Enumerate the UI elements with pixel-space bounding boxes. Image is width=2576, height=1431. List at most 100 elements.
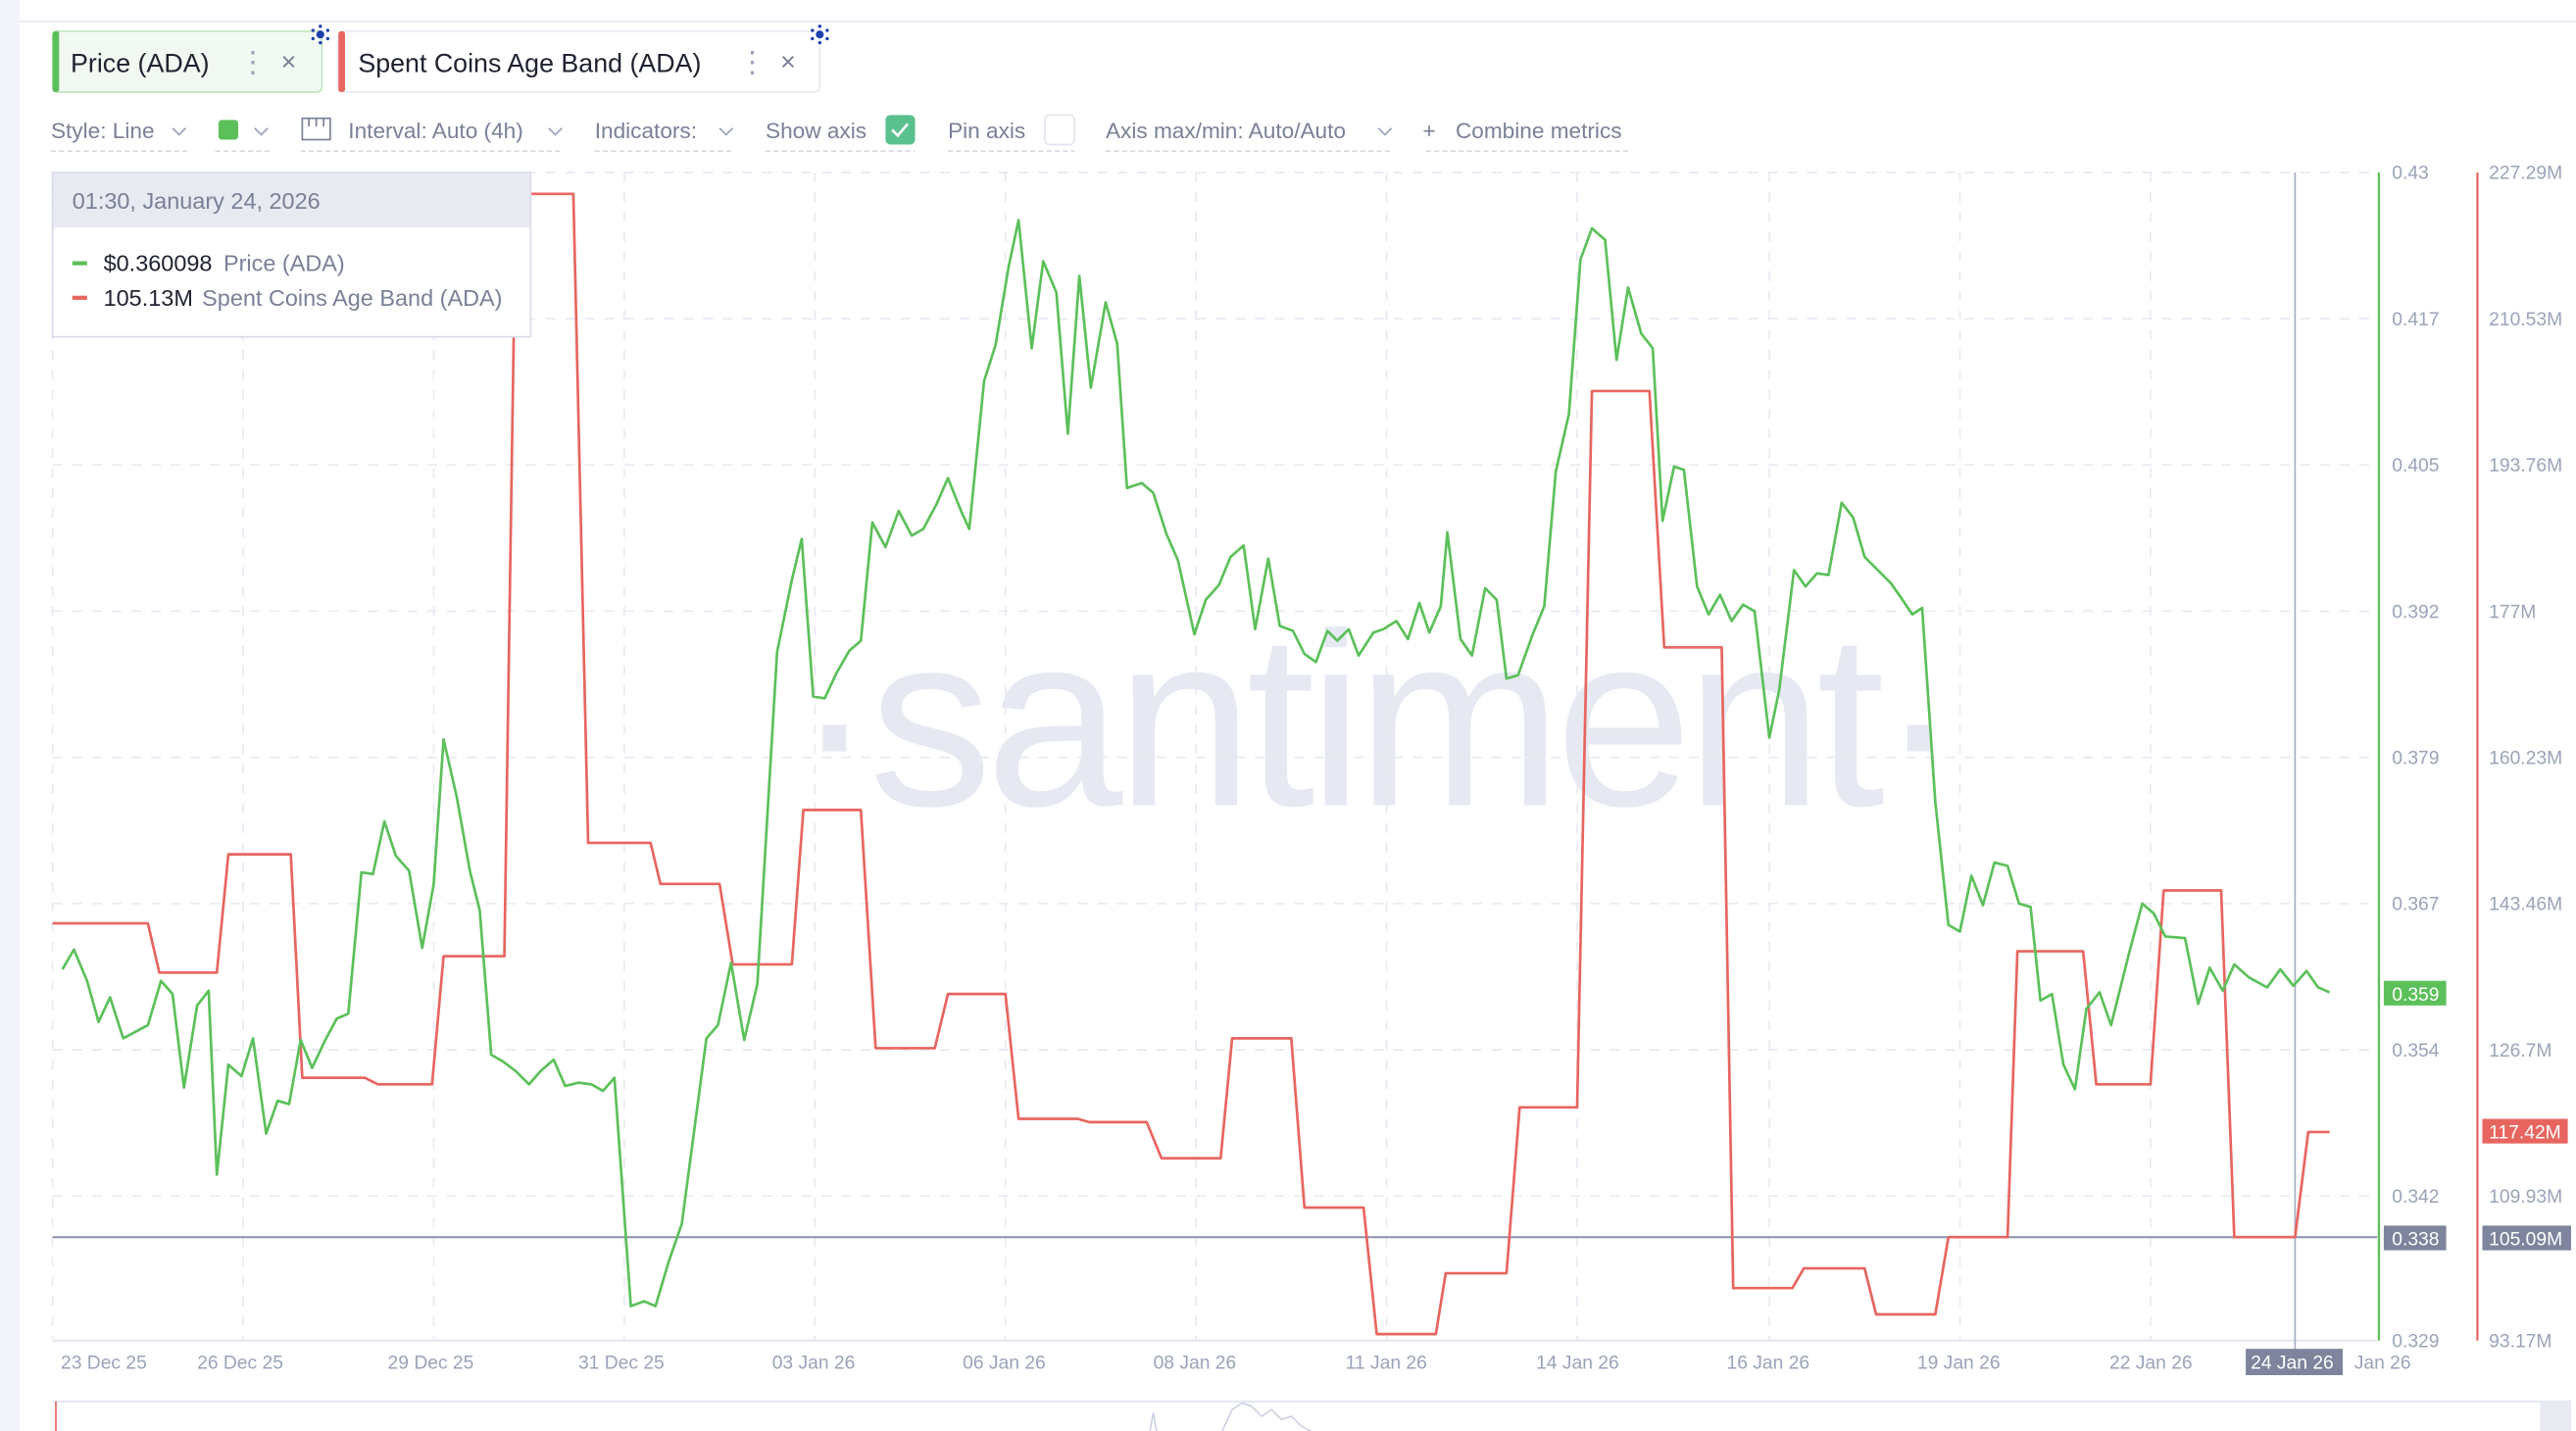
price-y-axis[interactable]: 0.43 0.417 0.405 0.392 0.379 0.367 0.354… — [2377, 164, 2447, 1353]
scab-tick: 93.17M — [2489, 1332, 2551, 1353]
checkmark-icon — [891, 123, 910, 138]
x-tick: 08 Jan 26 — [1154, 1353, 1237, 1373]
indicators-label: Indicators: — [595, 119, 697, 143]
x-crosshair-badge — [2246, 1349, 2344, 1376]
chip-close-icon[interactable]: × — [281, 47, 297, 76]
price-tick: 0.392 — [2392, 602, 2439, 622]
show-axis-toggle[interactable]: Show axis — [766, 115, 916, 153]
metric-chip-price[interactable]: Price (ADA) ⋮ × — [51, 25, 330, 93]
price-last-value: 0.359 — [2392, 985, 2439, 1006]
style-label: Style: Line — [51, 119, 155, 143]
left-gutter — [0, 0, 21, 1431]
x-tick: 29 Dec 25 — [388, 1353, 474, 1373]
color-swatch — [218, 120, 239, 140]
pin-axis-label: Pin axis — [948, 119, 1025, 143]
price-crosshair-badge — [2383, 1225, 2447, 1251]
chip-more-icon[interactable]: ⋮ — [738, 47, 768, 79]
ruler-icon — [301, 117, 331, 141]
scab-tick: 143.46M — [2489, 895, 2562, 915]
x-tick: 22 Jan 26 — [2109, 1353, 2193, 1373]
tooltip-price-value: $0.360098 — [104, 251, 213, 276]
axis-maxmin-dropdown[interactable]: Axis max/min: Auto/Auto — [1105, 119, 1394, 153]
x-tick: 06 Jan 26 — [963, 1353, 1046, 1373]
pin-axis-toggle[interactable]: Pin axis — [948, 114, 1075, 153]
chip-close-icon[interactable]: × — [780, 47, 796, 76]
tooltip-scab-name: Spent Coins Age Band (ADA) — [202, 285, 502, 311]
x-tick: 19 Jan 26 — [1917, 1353, 2001, 1373]
scab-tick: 210.53M — [2489, 310, 2562, 330]
chevron-down-icon — [254, 127, 269, 136]
price-tick: 0.405 — [2392, 456, 2439, 476]
plus-icon: + — [1422, 119, 1435, 143]
navigator-right-handle[interactable] — [2540, 1401, 2571, 1431]
navigator-preview-line — [1149, 1402, 1312, 1431]
scab-tick: 177M — [2489, 602, 2536, 622]
chevron-down-icon — [718, 127, 734, 136]
scab-tick: 193.76M — [2489, 456, 2562, 476]
price-tick: 0.417 — [2392, 310, 2439, 330]
scab-last-value: 117.42M — [2489, 1123, 2561, 1144]
axis-maxmin-label: Axis max/min: Auto/Auto — [1106, 119, 1346, 143]
color-dropdown[interactable] — [215, 120, 272, 153]
price-line — [61, 219, 2331, 1308]
interval-label: Interval: Auto (4h) — [348, 119, 522, 143]
metric-chip-spent-coins[interactable]: Spent Coins Age Band (ADA) ⋮ × — [337, 25, 829, 93]
x-tick: 11 Jan 26 — [1346, 1353, 1427, 1373]
x-tick: 23 Dec 25 — [61, 1353, 147, 1373]
vertical-gridlines — [51, 173, 2152, 1340]
scab-tick: 160.23M — [2489, 748, 2562, 768]
spent-coins-y-axis[interactable]: 227.29M 210.53M 193.76M 177M 160.23M 143… — [2476, 164, 2571, 1353]
tooltip-scab-value: 105.13M — [104, 285, 193, 311]
combine-metrics-button[interactable]: + Combine metrics — [1422, 119, 1630, 153]
chip-label: Spent Coins Age Band (ADA) — [358, 49, 701, 78]
scab-tick: 227.29M — [2489, 164, 2562, 184]
price-crosshair-value: 0.338 — [2392, 1230, 2439, 1251]
x-tick: 26 Dec 25 — [197, 1353, 283, 1373]
legend-swatch-price — [72, 261, 87, 266]
hover-tooltip: 01:30, January 24, 2026 $0.360098 Price … — [51, 172, 532, 338]
scab-crosshair-badge — [2482, 1225, 2571, 1251]
x-crosshair-value: 24 Jan 26 — [2251, 1353, 2334, 1373]
combine-metrics-label: Combine metrics — [1456, 119, 1622, 143]
horizontal-gridlines — [52, 172, 2378, 1198]
pin-axis-checkbox[interactable] — [1044, 114, 1075, 146]
interval-dropdown[interactable]: Interval: Auto (4h) — [300, 117, 564, 153]
chip-label: Price (ADA) — [71, 49, 209, 78]
chip-color-bar — [52, 30, 60, 92]
range-navigator[interactable] — [52, 1400, 2571, 1431]
x-tick: 31 Dec 25 — [578, 1353, 665, 1373]
scab-crosshair-value: 105.09M — [2489, 1230, 2562, 1251]
scab-tick: 109.93M — [2489, 1187, 2562, 1208]
price-tick: 0.367 — [2392, 895, 2439, 915]
x-axis: 23 Dec 25 26 Dec 25 29 Dec 25 31 Dec 25 … — [61, 1349, 2411, 1376]
price-tick: 0.342 — [2392, 1187, 2439, 1208]
price-tick: 0.354 — [2392, 1041, 2439, 1061]
indicators-dropdown[interactable]: Indicators: — [594, 119, 735, 153]
x-tick: Jan 26 — [2354, 1353, 2411, 1373]
price-last-value-badge — [2383, 980, 2447, 1006]
show-axis-label: Show axis — [766, 119, 867, 143]
style-dropdown[interactable]: Style: Line — [50, 119, 189, 153]
chevron-down-icon — [1377, 127, 1393, 136]
spent-coins-age-band-line — [52, 192, 2330, 1336]
chevron-down-icon — [172, 127, 186, 136]
scab-last-value-badge — [2482, 1118, 2568, 1144]
x-tick: 14 Jan 26 — [1536, 1353, 1619, 1373]
tooltip-date: 01:30, January 24, 2026 — [73, 188, 321, 214]
cardano-icon — [811, 25, 829, 45]
x-tick: 03 Jan 26 — [772, 1353, 856, 1373]
tooltip-price-name: Price (ADA) — [223, 251, 345, 276]
santiment-watermark: ·santiment· — [794, 582, 1955, 858]
price-tick: 0.43 — [2392, 164, 2428, 184]
toolbar: Style: Line Interval: Auto (4h) Indicato… — [50, 114, 1630, 153]
price-tick: 0.329 — [2392, 1332, 2439, 1353]
chevron-down-icon — [548, 127, 563, 136]
x-tick: 16 Jan 26 — [1726, 1353, 1809, 1373]
show-axis-checkbox[interactable] — [885, 115, 916, 145]
chip-more-icon[interactable]: ⋮ — [238, 47, 268, 79]
chip-color-bar — [338, 30, 345, 92]
cardano-icon — [311, 25, 330, 45]
plot-area[interactable]: ·santiment· — [51, 172, 2378, 1351]
price-tick: 0.379 — [2392, 748, 2439, 768]
